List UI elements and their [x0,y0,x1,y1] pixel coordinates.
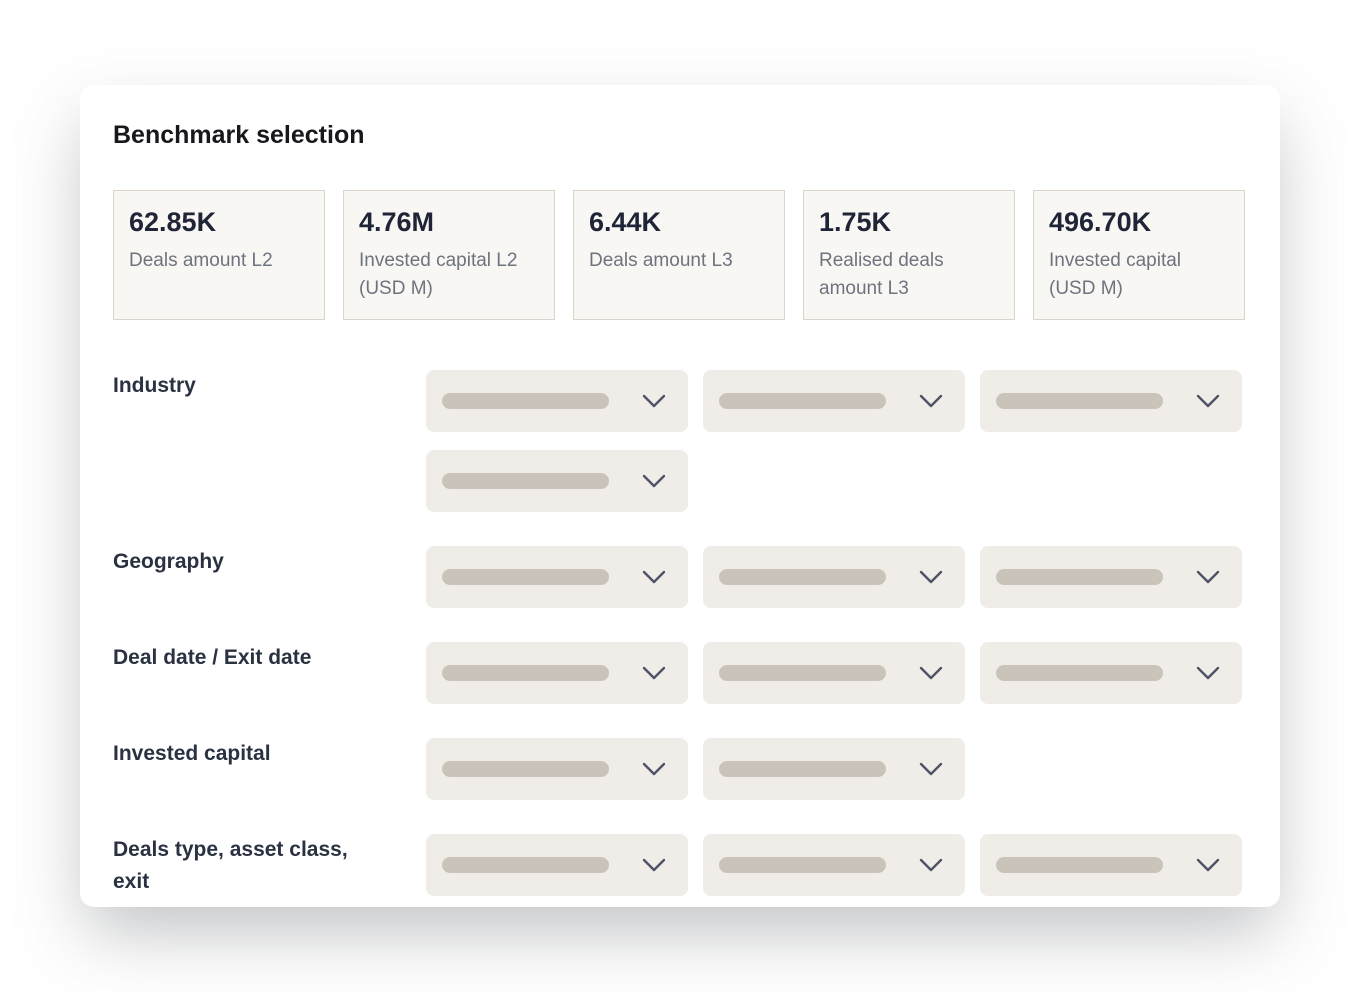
industry-dropdown-2[interactable] [703,370,965,432]
chevron-down-icon [919,394,943,408]
geography-dropdown-2[interactable] [703,546,965,608]
chevron-down-icon [1196,394,1220,408]
invested-capital-dropdown-2[interactable] [703,738,965,800]
deal-date-dropdown-3[interactable] [980,642,1242,704]
deals-type-dropdown-2[interactable] [703,834,965,896]
filter-row-invested-capital: Invested capital [113,738,1247,800]
stat-label: Deals amount L2 [129,250,273,272]
deal-date-dropdown-2[interactable] [703,642,965,704]
filter-label: Industry [113,374,196,397]
industry-dropdown-1[interactable] [426,370,688,432]
filter-row-geography: Geography [113,546,1247,608]
chevron-down-icon [919,570,943,584]
stat-label: Invested capital L2 (USD M) [359,250,518,299]
skeleton-placeholder [442,857,609,873]
stat-value: 1.75K [819,207,892,237]
skeleton-placeholder [996,665,1163,681]
skeleton-placeholder [719,569,886,585]
deals-type-dropdown-1[interactable] [426,834,688,896]
skeleton-placeholder [996,857,1163,873]
chevron-down-icon [642,858,666,872]
chevron-down-icon [919,858,943,872]
chevron-down-icon [1196,666,1220,680]
skeleton-placeholder [996,393,1163,409]
skeleton-placeholder [442,761,609,777]
stat-label: Invested capital (USD M) [1049,250,1182,299]
skeleton-placeholder [442,665,609,681]
benchmark-selection-panel: Benchmark selection 62.85K Deals amount … [80,85,1280,907]
industry-dropdown-3[interactable] [980,370,1242,432]
skeleton-placeholder [442,473,609,489]
skeleton-placeholder [719,393,886,409]
filter-label: Geography [113,550,224,573]
panel-title: Benchmark selection [113,121,365,149]
chevron-down-icon [1196,570,1220,584]
skeleton-placeholder [719,665,886,681]
dropdown-grid [426,834,1242,896]
chevron-down-icon [642,474,666,488]
chevron-down-icon [1196,858,1220,872]
dropdown-grid [426,370,1242,512]
stat-card-invested-capital-usd-m: 496.70K Invested capital (USD M) [1033,190,1245,320]
geography-dropdown-1[interactable] [426,546,688,608]
stat-card-realised-deals-amount-l3: 1.75K Realised deals amount L3 [803,190,1015,320]
chevron-down-icon [642,570,666,584]
filter-row-deal-date-exit-date: Deal date / Exit date [113,642,1247,704]
filter-row-deals-type-asset-class-exit: Deals type, asset class, exit [113,834,1247,897]
skeleton-placeholder [442,393,609,409]
chevron-down-icon [642,394,666,408]
stat-label: Realised deals amount L3 [819,250,944,299]
skeleton-placeholder [442,569,609,585]
dropdown-grid [426,642,1242,704]
filter-label: Deal date / Exit date [113,646,312,669]
stat-card-deals-amount-l2: 62.85K Deals amount L2 [113,190,325,320]
industry-dropdown-4[interactable] [426,450,688,512]
skeleton-placeholder [719,857,886,873]
chevron-down-icon [919,762,943,776]
stat-card-deals-amount-l3: 6.44K Deals amount L3 [573,190,785,320]
filter-label: Invested capital [113,742,271,765]
filters-section: Industry [113,370,1247,897]
chevron-down-icon [642,666,666,680]
dropdown-grid [426,738,1242,800]
filter-row-industry: Industry [113,370,1247,512]
stat-label: Deals amount L3 [589,250,733,272]
stats-row: 62.85K Deals amount L2 4.76M Invested ca… [113,190,1247,320]
stat-value: 4.76M [359,207,435,237]
deal-date-dropdown-1[interactable] [426,642,688,704]
dropdown-grid [426,546,1242,608]
stat-card-invested-capital-l2: 4.76M Invested capital L2 (USD M) [343,190,555,320]
chevron-down-icon [642,762,666,776]
skeleton-placeholder [996,569,1163,585]
invested-capital-dropdown-1[interactable] [426,738,688,800]
stat-value: 496.70K [1049,207,1152,237]
deals-type-dropdown-3[interactable] [980,834,1242,896]
stat-value: 62.85K [129,207,217,237]
stat-value: 6.44K [589,207,662,237]
filter-label: Deals type, asset class, exit [113,838,348,893]
chevron-down-icon [919,666,943,680]
skeleton-placeholder [719,761,886,777]
geography-dropdown-3[interactable] [980,546,1242,608]
